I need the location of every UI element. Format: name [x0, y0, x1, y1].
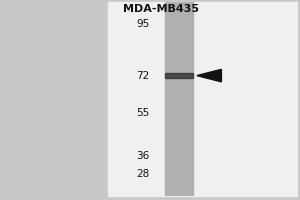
Bar [165, 2, 193, 196]
Text: 72: 72 [136, 71, 150, 81]
Text: 36: 36 [136, 151, 150, 161]
Text: 95: 95 [136, 19, 150, 29]
Text: 28: 28 [136, 169, 150, 179]
Polygon shape [197, 69, 221, 82]
Bar [165, 73, 193, 78]
Text: 55: 55 [136, 108, 150, 118]
Bar [108, 2, 297, 196]
Text: MDA-MB435: MDA-MB435 [123, 4, 199, 14]
